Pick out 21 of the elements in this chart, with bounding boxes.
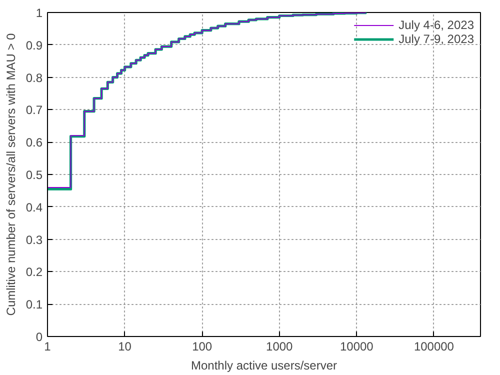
x-tick-label: 100 [192, 340, 212, 354]
x-tick-label: 10000 [340, 340, 374, 354]
legend-label: July 4-6, 2023 [398, 18, 474, 32]
y-tick-label: 0.6 [26, 136, 43, 150]
y-tick-label: 0.9 [26, 38, 43, 52]
x-axis-title: Monthly active users/server [190, 358, 338, 372]
y-tick-label: 0.8 [26, 70, 43, 85]
legend-label: July 7-9, 2023 [398, 32, 474, 46]
y-tick-label: 0.2 [26, 265, 43, 280]
y-tick-label: 0.1 [26, 298, 43, 312]
x-tick-label: 1 [44, 340, 52, 354]
x-tick-label: 100000 [414, 340, 454, 354]
x-tick-label: 1000 [266, 340, 294, 354]
y-tick-label: 0.7 [26, 103, 43, 118]
y-tick-label: 0.4 [26, 200, 43, 214]
y-tick-label: 0.3 [26, 232, 43, 247]
y-axis-title: Cumlitive number of servers/all servers with MAU > 0 [4, 32, 18, 316]
y-tick-label: 1 [36, 6, 43, 20]
x-tick-label: 10 [118, 340, 132, 354]
y-tick-label: 0 [36, 330, 43, 344]
y-tick-label: 0.5 [26, 168, 43, 182]
